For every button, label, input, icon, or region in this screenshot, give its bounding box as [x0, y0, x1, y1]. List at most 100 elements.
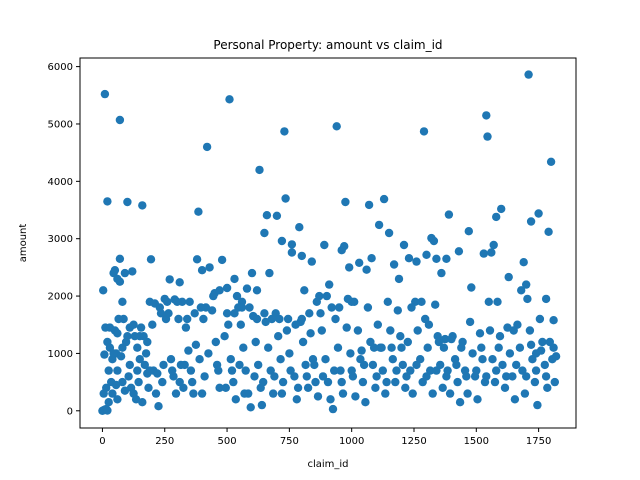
data-point [235, 360, 244, 370]
data-point [156, 309, 166, 318]
data-point [104, 398, 113, 407]
data-point [316, 309, 325, 318]
data-point [291, 320, 300, 329]
y-tick-label: 3000 [48, 234, 73, 245]
data-point [190, 309, 199, 318]
data-point [341, 197, 350, 207]
data-point [475, 329, 485, 338]
data-point [345, 263, 354, 272]
data-point [104, 366, 113, 375]
data-point [239, 343, 248, 352]
data-point [478, 355, 487, 364]
x-tick-label: 1000 [339, 436, 364, 447]
data-point [512, 360, 521, 370]
data-point [412, 360, 421, 370]
data-point [204, 349, 213, 358]
data-point [192, 255, 202, 264]
data-point [180, 360, 189, 370]
data-point [492, 366, 501, 375]
data-point [408, 389, 417, 398]
data-point [220, 332, 229, 341]
data-point [331, 314, 340, 324]
data-point [166, 355, 176, 364]
data-point [353, 326, 363, 335]
data-point [454, 247, 464, 256]
data-point [153, 369, 162, 378]
data-point [221, 383, 230, 392]
data-point [438, 383, 447, 392]
data-point [428, 389, 437, 398]
data-point [500, 383, 510, 392]
data-point [229, 377, 238, 387]
data-point [540, 360, 549, 370]
data-point [374, 220, 384, 230]
data-point [260, 309, 269, 318]
data-point [224, 320, 233, 329]
data-point [399, 240, 409, 250]
data-point [509, 326, 518, 335]
data-point [165, 275, 174, 284]
data-point [442, 254, 451, 263]
data-point [145, 366, 154, 375]
data-point [113, 395, 122, 404]
data-point [317, 326, 326, 335]
data-point [336, 366, 345, 375]
data-point [298, 337, 308, 347]
data-point [372, 372, 381, 381]
y-axis-label: amount [18, 224, 29, 263]
data-point [129, 320, 138, 329]
data-point [419, 127, 429, 136]
data-point [333, 343, 343, 352]
data-point [479, 249, 488, 258]
data-point [394, 274, 404, 284]
data-point [222, 283, 232, 293]
data-point [541, 294, 551, 304]
data-point [472, 366, 481, 375]
data-point [429, 236, 439, 246]
data-point [124, 372, 133, 381]
data-point [338, 389, 348, 398]
data-point [377, 343, 386, 352]
data-point [168, 366, 177, 375]
data-point [100, 89, 110, 99]
data-point [373, 320, 382, 329]
data-point [495, 332, 505, 341]
data-point [231, 395, 240, 404]
data-point [477, 343, 486, 352]
data-point [363, 303, 373, 312]
data-point [215, 286, 224, 295]
data-point [455, 398, 465, 407]
data-point [103, 406, 112, 415]
data-point [171, 389, 181, 398]
data-point [431, 300, 440, 309]
data-point [361, 398, 370, 407]
data-point [118, 377, 127, 387]
data-point [327, 303, 336, 312]
data-point [276, 355, 285, 364]
data-point [196, 303, 206, 312]
data-point [307, 257, 316, 266]
data-point [505, 349, 515, 358]
data-point [543, 383, 552, 392]
data-point [502, 372, 511, 381]
data-point [143, 337, 152, 347]
data-point [311, 377, 320, 387]
data-point [468, 349, 477, 358]
data-point [412, 257, 421, 266]
data-point [388, 355, 397, 364]
data-point [292, 395, 301, 404]
data-point [159, 360, 168, 370]
data-point [378, 366, 387, 375]
data-point [464, 227, 473, 236]
data-point [522, 372, 531, 381]
data-point [175, 377, 184, 387]
data-point [214, 366, 223, 375]
data-point [108, 389, 117, 398]
data-point [134, 377, 143, 387]
data-point [285, 349, 294, 358]
data-point [489, 240, 498, 250]
data-point [275, 314, 284, 324]
data-point [490, 377, 500, 387]
y-axis-ticks: 0 1000 2000 3000 4000 5000 6000 [48, 62, 80, 417]
data-point [383, 297, 392, 306]
